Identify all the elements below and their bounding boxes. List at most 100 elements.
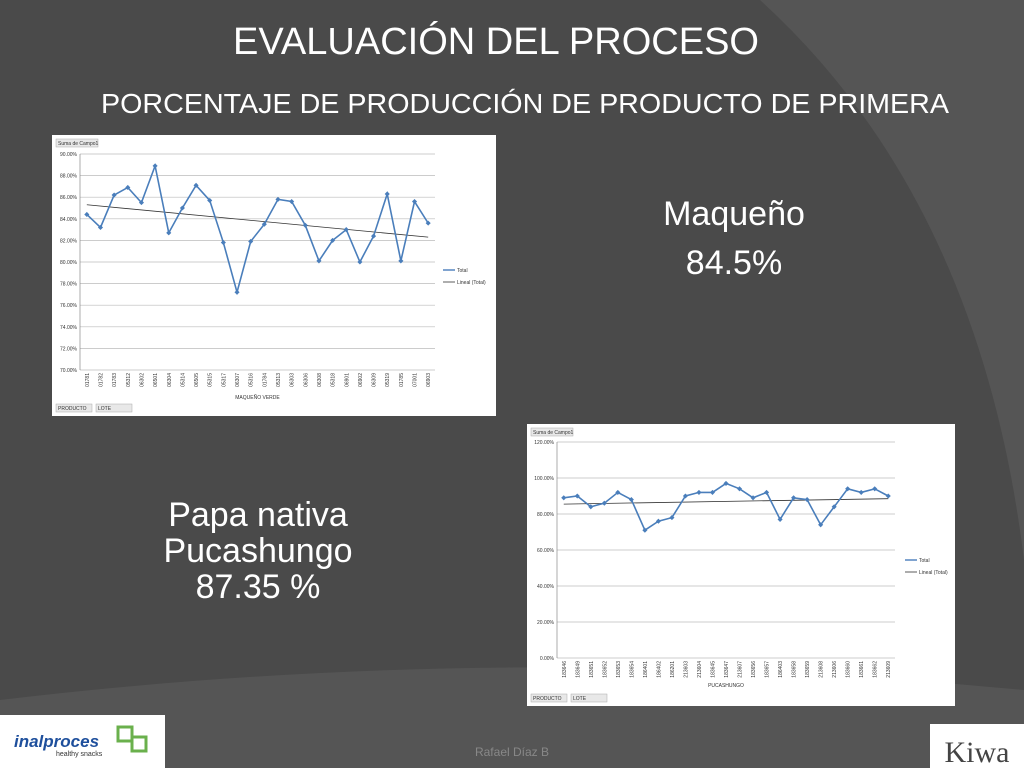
filter-button (95, 403, 133, 413)
x-tick-label: 213604 (697, 661, 703, 678)
x-tick-label: 05317 (221, 373, 227, 387)
x-tick-label: 183659 (805, 661, 811, 678)
x-tick-label: 183657 (765, 661, 771, 678)
y-tick-label: 0.00% (540, 656, 555, 662)
x-tick-label: 05312 (126, 373, 132, 387)
filter-button-label: LOTE (573, 696, 587, 702)
x-tick-label: 213607 (738, 661, 744, 678)
x-tick-label: 06306 (303, 373, 309, 387)
x-tick-label: 06901 (344, 373, 350, 387)
point (234, 289, 240, 295)
x-tick-label: 06902 (358, 373, 364, 387)
x-tick-label: 01783 (112, 373, 118, 387)
y-tick-label: 20.00% (537, 620, 555, 626)
filter-button (55, 403, 93, 413)
x-tick-label: 186403 (778, 661, 784, 678)
y-tick-label: 80.00% (537, 512, 555, 518)
point (316, 258, 322, 264)
point (302, 222, 308, 228)
chart-area (527, 424, 955, 706)
point (723, 480, 729, 486)
line (86, 162, 429, 296)
x-tick-label: 06903 (426, 373, 432, 387)
logo-tagline: healthy snacks (56, 751, 103, 758)
point (343, 227, 349, 233)
filter-button-label: LOTE (98, 406, 112, 412)
x-tick-label: 06302 (139, 373, 145, 387)
field-button-label: Suma de Campo1 (58, 141, 99, 147)
x-tick-label: 213603 (683, 661, 689, 678)
point (642, 527, 648, 533)
logo-text: inalproces (14, 732, 99, 751)
footer: Rafael Díaz B (475, 745, 549, 759)
point (750, 495, 756, 501)
point (248, 238, 254, 245)
result-name: Maqueño (663, 195, 805, 233)
y-tick-label: 120.00% (534, 440, 554, 446)
point (858, 489, 864, 495)
x-tick-label: 01782 (98, 373, 104, 387)
y-tick-label: 86.00% (60, 195, 78, 201)
slide-title: EVALUACIÓN DEL PROCESO (233, 20, 759, 63)
point (371, 233, 377, 239)
legend-label: Lineal (Total) (919, 570, 948, 576)
point (831, 504, 837, 510)
point (289, 198, 295, 205)
point (845, 486, 851, 492)
point (193, 182, 199, 188)
x-tick-label: 05315 (208, 373, 214, 387)
legend-label: Total (457, 268, 468, 274)
x-tick-label: 183647 (724, 661, 730, 678)
x-tick-label: 183653 (616, 661, 622, 678)
x-tick-label: 186201 (670, 661, 676, 678)
point (818, 522, 824, 528)
x-tick-label: 183651 (589, 661, 595, 678)
x-axis-label: PUCASHUNGO (708, 683, 744, 689)
x-tick-label: 06501 (153, 373, 159, 387)
x-tick-label: 06308 (317, 373, 323, 387)
x-tick-label: 183658 (792, 661, 798, 678)
x-tick-label: 05319 (385, 373, 391, 387)
y-tick-label: 90.00% (60, 152, 78, 158)
x-tick-label: 183652 (602, 661, 608, 678)
x-tick-label: 05316 (249, 373, 255, 387)
point (398, 258, 404, 264)
x-tick-label: 06304 (167, 373, 173, 387)
x-tick-label: 01784 (262, 373, 268, 387)
y-tick-label: 60.00% (537, 548, 555, 554)
logo-text: Kiwa (945, 736, 1010, 768)
filter-button-label: PRODUCTO (533, 696, 562, 702)
slide-subtitle: PORCENTAJE DE PRODUCCIÓN DE PRODUCTO DE … (101, 88, 949, 119)
point (220, 240, 226, 246)
trendline (86, 204, 429, 238)
chart-area (52, 135, 496, 416)
y-tick-label: 40.00% (537, 584, 555, 590)
y-tick-label: 70.00% (60, 368, 78, 374)
result-name: Pucashungo (163, 532, 352, 570)
point (166, 230, 172, 236)
point (709, 489, 716, 495)
point (682, 493, 688, 499)
y-tick-label: 78.00% (60, 282, 78, 288)
point (330, 237, 336, 243)
point (111, 192, 117, 198)
x-tick-label: 01781 (85, 373, 91, 387)
y-tick-label: 74.00% (60, 325, 78, 331)
result-value: 87.35 % (196, 568, 321, 606)
point (152, 163, 158, 169)
legend-label: Total (919, 558, 930, 564)
x-tick-label: 186402 (656, 661, 662, 678)
filter-button (530, 693, 568, 703)
point (669, 515, 675, 521)
x-tick-label: 07001 (413, 373, 419, 387)
field-button (55, 138, 99, 148)
x-tick-label: 213609 (886, 661, 892, 678)
x-tick-label: 05314 (180, 373, 186, 387)
y-tick-label: 76.00% (60, 303, 78, 309)
x-tick-label: 183649 (575, 661, 581, 678)
x-tick-label: 213608 (819, 661, 825, 678)
point (791, 495, 797, 501)
filter-button (570, 693, 608, 703)
point (872, 486, 878, 492)
x-tick-label: 186401 (643, 661, 649, 678)
